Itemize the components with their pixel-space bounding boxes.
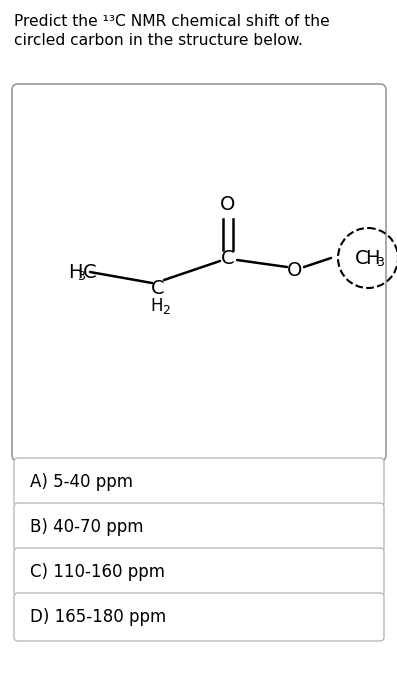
- FancyBboxPatch shape: [14, 548, 384, 596]
- Text: 2: 2: [162, 304, 170, 318]
- FancyBboxPatch shape: [12, 84, 386, 461]
- Text: C: C: [221, 248, 235, 267]
- FancyBboxPatch shape: [14, 503, 384, 551]
- Text: D) 165-180 ppm: D) 165-180 ppm: [30, 608, 166, 626]
- Text: B) 40-70 ppm: B) 40-70 ppm: [30, 518, 143, 536]
- Text: circled carbon in the structure below.: circled carbon in the structure below.: [14, 33, 303, 48]
- Text: 3: 3: [376, 256, 384, 270]
- Text: C: C: [83, 262, 96, 281]
- Text: Predict the ¹³C NMR chemical shift of the: Predict the ¹³C NMR chemical shift of th…: [14, 14, 330, 29]
- Text: H: H: [365, 248, 380, 267]
- Text: C) 110-160 ppm: C) 110-160 ppm: [30, 563, 165, 581]
- Text: 3: 3: [77, 270, 85, 284]
- Text: O: O: [287, 260, 303, 279]
- FancyBboxPatch shape: [14, 593, 384, 641]
- FancyBboxPatch shape: [14, 458, 384, 506]
- Text: H: H: [151, 297, 163, 315]
- Text: H: H: [68, 262, 83, 281]
- Text: O: O: [220, 195, 236, 214]
- Text: C: C: [355, 248, 369, 267]
- Text: A) 5-40 ppm: A) 5-40 ppm: [30, 473, 133, 491]
- Text: C: C: [151, 279, 165, 298]
